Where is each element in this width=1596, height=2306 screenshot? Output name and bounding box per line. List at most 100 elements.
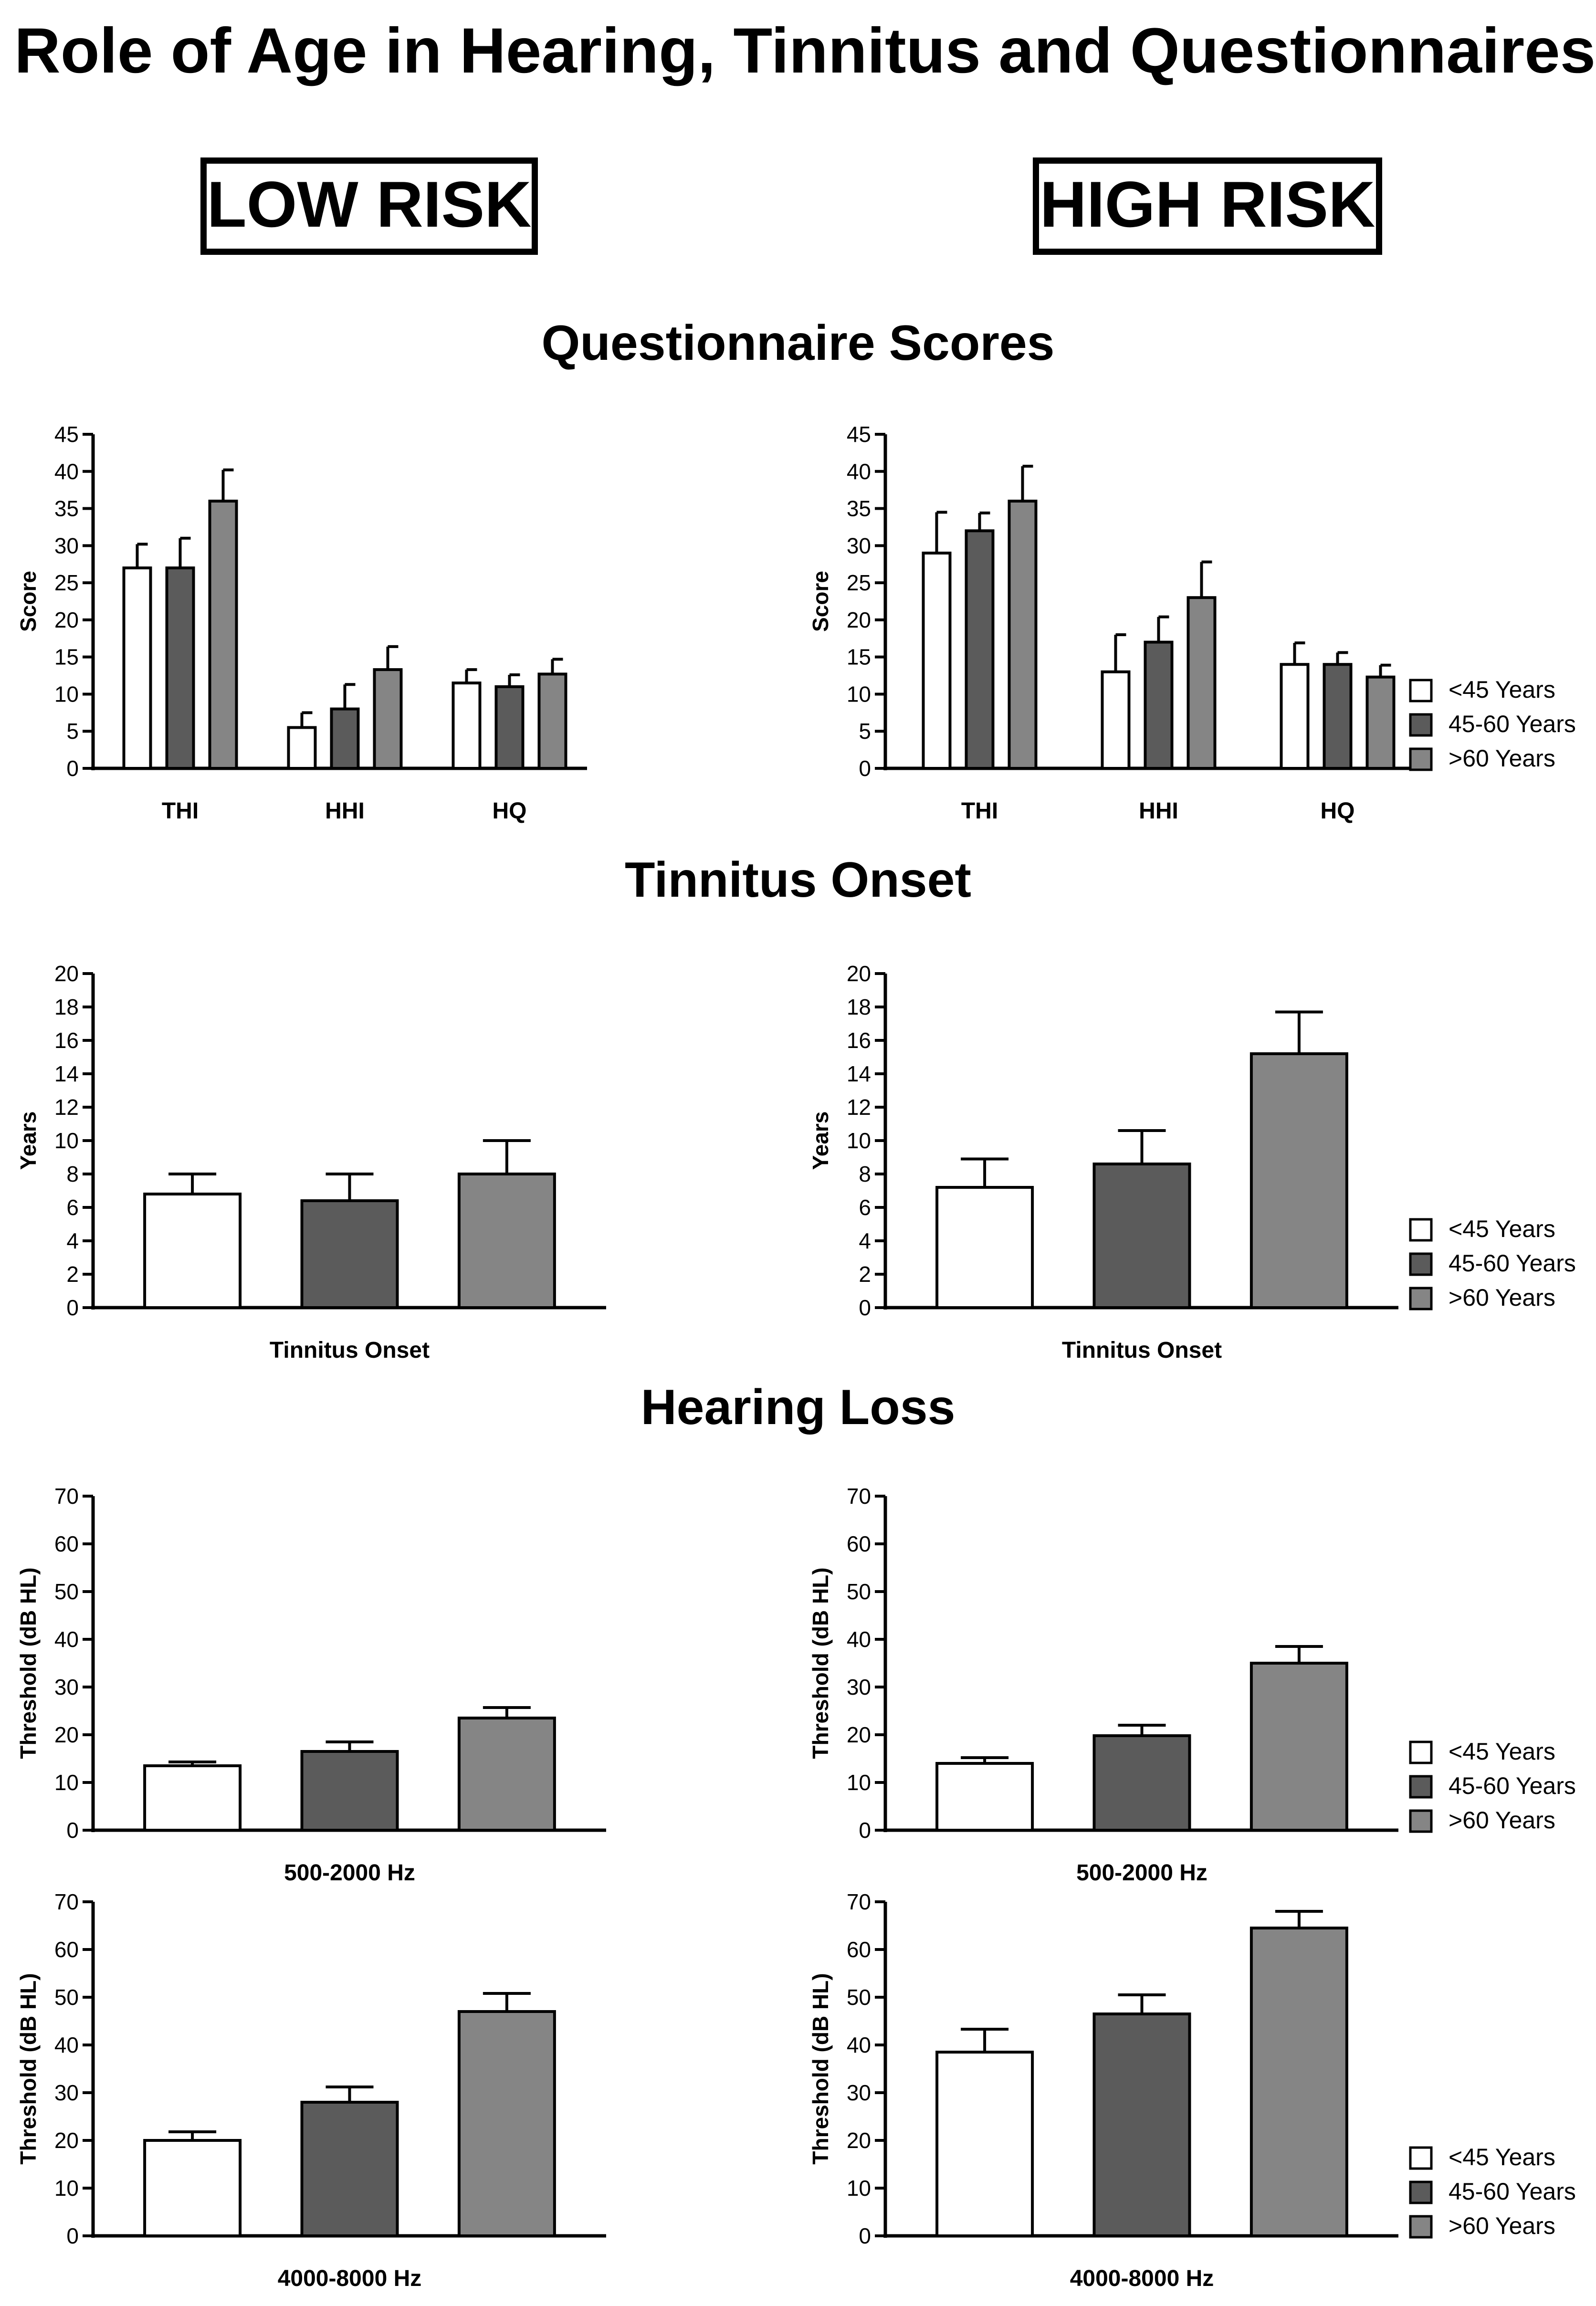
q-high-y-tick-label: 30	[847, 533, 871, 558]
q-low-category-label: HHI	[325, 798, 365, 824]
q-high-y-tick-label: 35	[847, 496, 871, 521]
h2-low-bar	[300, 2101, 399, 2237]
t-high-y-tick-label: 20	[847, 961, 871, 986]
q-high-bar	[922, 551, 952, 770]
t-high-legend-label: <45 Years	[1449, 1216, 1555, 1242]
q-low-y-label: Score	[16, 571, 41, 632]
h1-high-legend-swatch	[1409, 1740, 1433, 1764]
q-high-category-label: HHI	[1139, 798, 1178, 824]
q-low-bar	[373, 668, 403, 770]
q-high-bar	[1101, 670, 1131, 770]
h1-high-y-tick-label: 0	[859, 1818, 871, 1843]
q-high-y-tick-label: 5	[859, 719, 871, 744]
h2-high-y-tick-label: 20	[847, 2128, 871, 2153]
h1-high-y-tick-label: 20	[847, 1722, 871, 1747]
q-high-legend-swatch	[1409, 679, 1433, 702]
h2-high-bar	[935, 2051, 1034, 2237]
h1-high-x-label: 500-2000 Hz	[1076, 1860, 1208, 1886]
q-low-category-label: HQ	[493, 798, 527, 824]
q-low-y-tick-label: 25	[54, 570, 79, 595]
h2-high-legend-label: >60 Years	[1449, 2212, 1555, 2239]
q-low-y-tick-label: 5	[66, 719, 79, 744]
h1-low-bar	[300, 1750, 399, 1832]
q-low-y-tick-label: 0	[66, 756, 79, 781]
q-low-y-tick-label: 10	[54, 681, 79, 706]
low-risk-label: LOW RISK	[200, 157, 538, 255]
t-high-y-tick-label: 4	[859, 1228, 871, 1253]
h2-high-bar	[1250, 1927, 1348, 2237]
q-low-bar	[208, 500, 238, 770]
t-high-x-label: Tinnitus Onset	[1062, 1338, 1222, 1363]
h1-high-legend-label: 45-60 Years	[1449, 1772, 1576, 1799]
q-high-legend-label: >60 Years	[1449, 745, 1555, 772]
t-low-y-tick-label: 8	[66, 1162, 79, 1186]
h2-low-bar	[457, 2010, 556, 2237]
h1-low-y-tick-label: 50	[54, 1579, 79, 1604]
h2-high-y-label: Threshold (dB HL)	[808, 1973, 833, 2164]
t-high-y-label: Years	[808, 1111, 833, 1170]
h1-low-y-tick-label: 0	[66, 1818, 79, 1843]
h2-high-y-tick-label: 50	[847, 1985, 871, 2010]
q-low-bar	[165, 566, 195, 770]
t-low-y-tick-label: 12	[54, 1095, 79, 1120]
h1-high-legend-swatch	[1409, 1775, 1433, 1799]
t-high-bar	[1250, 1052, 1348, 1309]
h1-low-y-label: Threshold (dB HL)	[16, 1567, 41, 1759]
h2-low-y-tick-label: 20	[54, 2128, 79, 2153]
t-low-x-label: Tinnitus Onset	[270, 1338, 430, 1363]
q-high-y-tick-label: 40	[847, 459, 871, 484]
q-high-bar	[1323, 663, 1353, 770]
h2-high-legend-label: 45-60 Years	[1449, 2178, 1576, 2205]
h1-high-y-tick-label: 50	[847, 1579, 871, 1604]
h1-high-legend-label: >60 Years	[1449, 1807, 1555, 1834]
h1-low-bar	[143, 1764, 242, 1832]
h1-high-bar	[935, 1762, 1034, 1832]
t-high-y-tick-label: 14	[847, 1061, 871, 1086]
h1-low-y-tick-label: 60	[54, 1531, 79, 1556]
q-high-legend-label: <45 Years	[1449, 676, 1555, 703]
q-high-category-label: HQ	[1321, 798, 1355, 824]
q-low-y-tick-label: 15	[54, 645, 79, 670]
t-low-y-tick-label: 0	[66, 1295, 79, 1320]
t-low-y-tick-label: 20	[54, 961, 79, 986]
h2-low-y-tick-label: 70	[54, 1889, 79, 1914]
h1-low-y-tick-label: 30	[54, 1675, 79, 1699]
h2-high-x-label: 4000-8000 Hz	[1070, 2266, 1214, 2291]
t-low-y-tick-label: 16	[54, 1028, 79, 1053]
h2-high-legend-swatch	[1409, 2180, 1433, 2204]
h2-high-y-tick-label: 40	[847, 2033, 871, 2057]
q-low-bar	[494, 685, 525, 770]
q-high-y-tick-label: 25	[847, 570, 871, 595]
q-high-y-tick-label: 10	[847, 681, 871, 706]
q-low-bar	[122, 566, 152, 770]
q-low-y-tick-label: 20	[54, 608, 79, 632]
h1-high-bar	[1250, 1662, 1348, 1832]
h2-low-y-tick-label: 10	[54, 2176, 79, 2201]
figure-title: Role of Age in Hearing, Tinnitus and Que…	[14, 15, 1596, 86]
t-high-y-tick-label: 12	[847, 1095, 871, 1120]
q-high-bar	[965, 529, 995, 770]
q-high-bar	[1280, 663, 1310, 770]
h1-high-y-tick-label: 40	[847, 1627, 871, 1652]
tinnitus-section-title: Tinnitus Onset	[624, 852, 972, 908]
q-high-legend-swatch	[1409, 713, 1433, 737]
t-low-y-tick-label: 18	[54, 995, 79, 1019]
h2-low-y-tick-label: 30	[54, 2080, 79, 2105]
h1-low-bar	[457, 1717, 556, 1832]
h1-low-x-label: 500-2000 Hz	[284, 1860, 415, 1886]
h2-high-y-tick-label: 60	[847, 1937, 871, 1962]
q-high-bar	[1365, 675, 1396, 770]
hearing-section-title: Hearing Loss	[640, 1380, 956, 1435]
t-high-legend-swatch	[1409, 1287, 1433, 1310]
t-high-legend-label: 45-60 Years	[1449, 1250, 1576, 1277]
t-high-bar	[1092, 1163, 1191, 1309]
q-high-legend-swatch	[1409, 747, 1433, 771]
q-low-y-tick-label: 30	[54, 533, 79, 558]
h2-high-legend-label: <45 Years	[1449, 2144, 1555, 2170]
h2-high-y-tick-label: 30	[847, 2080, 871, 2105]
h2-low-y-tick-label: 50	[54, 1985, 79, 2010]
q-high-bar	[1008, 500, 1038, 770]
q-low-y-tick-label: 35	[54, 496, 79, 521]
h2-low-bar	[143, 2139, 242, 2237]
